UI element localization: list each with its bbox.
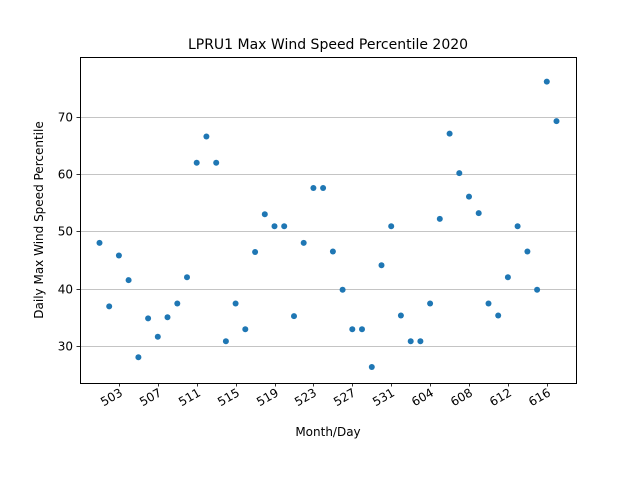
- plot-frame: [80, 57, 577, 384]
- y-axis: 30 40 50 60 70: [58, 111, 80, 354]
- x-tick-label: 531: [370, 385, 397, 409]
- data-point: [291, 313, 297, 320]
- y-tick-label: 60: [58, 168, 73, 182]
- data-point: [378, 262, 385, 269]
- data-point: [495, 312, 502, 319]
- data-point: [397, 312, 404, 319]
- data-point: [436, 215, 443, 222]
- data-point: [300, 239, 307, 246]
- data-point: [145, 315, 152, 322]
- data-point: [164, 314, 171, 321]
- data-point: [329, 248, 336, 255]
- data-point: [485, 300, 492, 307]
- data-points: [96, 78, 560, 370]
- data-point: [106, 303, 113, 310]
- data-point: [427, 300, 434, 307]
- data-point: [368, 364, 375, 370]
- data-point: [339, 286, 346, 293]
- data-point: [407, 338, 414, 345]
- data-point: [203, 133, 210, 140]
- data-point: [154, 333, 161, 340]
- x-tick-label: 523: [292, 385, 319, 409]
- data-point: [475, 210, 482, 217]
- y-tick-label: 70: [58, 111, 73, 125]
- data-point: [524, 248, 531, 255]
- x-axis-label: Month/Day: [295, 425, 360, 439]
- data-point: [135, 354, 142, 361]
- x-tick-label: 608: [448, 385, 475, 409]
- x-tick-label: 612: [487, 385, 514, 409]
- x-tick-label: 503: [98, 385, 125, 409]
- data-point: [534, 286, 541, 293]
- data-point: [252, 249, 259, 255]
- data-point: [359, 326, 365, 333]
- data-point: [456, 170, 463, 177]
- data-point: [125, 277, 132, 284]
- data-point: [174, 300, 181, 307]
- y-tick-label: 40: [58, 283, 73, 297]
- data-point: [310, 185, 317, 191]
- data-point: [504, 274, 511, 281]
- data-point: [388, 223, 395, 230]
- x-tick-label: 507: [137, 385, 164, 409]
- y-tick-label: 50: [58, 225, 73, 239]
- data-point: [281, 223, 288, 230]
- x-tick-label: 616: [526, 385, 553, 409]
- data-point: [271, 223, 278, 230]
- x-axis: 503 507 511 515 519 523 527 531 604 608 612 616: [98, 383, 553, 409]
- data-point: [320, 185, 327, 191]
- data-point: [193, 159, 200, 166]
- x-tick-label: 511: [176, 385, 203, 409]
- data-point: [242, 326, 249, 333]
- y-axis-label: Daily Max Wind Speed Percentile: [32, 121, 46, 318]
- data-point: [115, 252, 122, 259]
- x-tick-label: 527: [331, 385, 358, 409]
- gridlines: [80, 117, 576, 347]
- chart-title: LPRU1 Max Wind Speed Percentile 2020: [188, 37, 468, 53]
- data-point: [553, 118, 560, 125]
- data-point: [232, 300, 239, 307]
- data-point: [213, 159, 220, 166]
- y-tick-label: 30: [58, 340, 73, 354]
- data-point: [543, 78, 550, 85]
- data-point: [261, 211, 268, 218]
- data-point: [514, 223, 521, 230]
- x-tick-label: 604: [409, 385, 436, 409]
- data-point: [417, 338, 424, 345]
- data-point: [466, 193, 472, 200]
- x-tick-label: 519: [254, 385, 281, 409]
- data-point: [446, 130, 453, 137]
- x-tick-label: 515: [215, 385, 242, 409]
- data-point: [349, 326, 356, 333]
- data-point: [96, 239, 103, 246]
- data-point: [184, 274, 190, 281]
- data-point: [222, 338, 229, 345]
